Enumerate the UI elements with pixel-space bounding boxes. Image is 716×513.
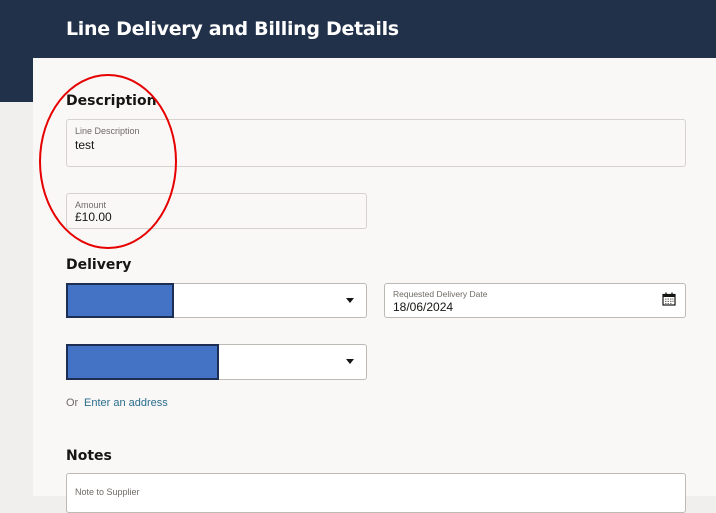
chevron-down-icon[interactable] [346, 298, 354, 303]
chevron-down-icon[interactable] [346, 359, 354, 364]
amount-label: Amount [75, 200, 107, 210]
page-title: Line Delivery and Billing Details [66, 18, 399, 40]
page-header: Line Delivery and Billing Details [0, 0, 716, 58]
delivery-select-1[interactable] [66, 283, 367, 318]
note-to-supplier-label: Note to Supplier [75, 487, 140, 497]
requested-delivery-date-value: 18/06/2024 [393, 300, 454, 314]
enter-address-link[interactable]: Enter an address [84, 397, 168, 409]
line-description-field[interactable]: Line Description test [66, 119, 686, 167]
amount-field[interactable]: Amount £10.00 [66, 193, 367, 229]
notes-section-title: Notes [66, 448, 112, 464]
requested-delivery-date-field[interactable]: Requested Delivery Date 18/06/2024 [384, 283, 686, 318]
note-to-supplier-field[interactable]: Note to Supplier [66, 473, 686, 513]
line-description-label: Line Description [75, 126, 140, 136]
or-text: Or [66, 397, 79, 409]
requested-delivery-date-label: Requested Delivery Date [393, 289, 488, 299]
delivery-section-title: Delivery [66, 257, 132, 273]
redacted-value [66, 283, 174, 318]
header-background-extension [0, 58, 33, 102]
line-description-value: test [75, 138, 95, 152]
calendar-icon[interactable] [662, 292, 676, 306]
description-section-title: Description [66, 93, 157, 109]
redacted-value [66, 344, 219, 380]
delivery-select-2[interactable] [66, 344, 367, 380]
amount-value: £10.00 [75, 210, 112, 224]
